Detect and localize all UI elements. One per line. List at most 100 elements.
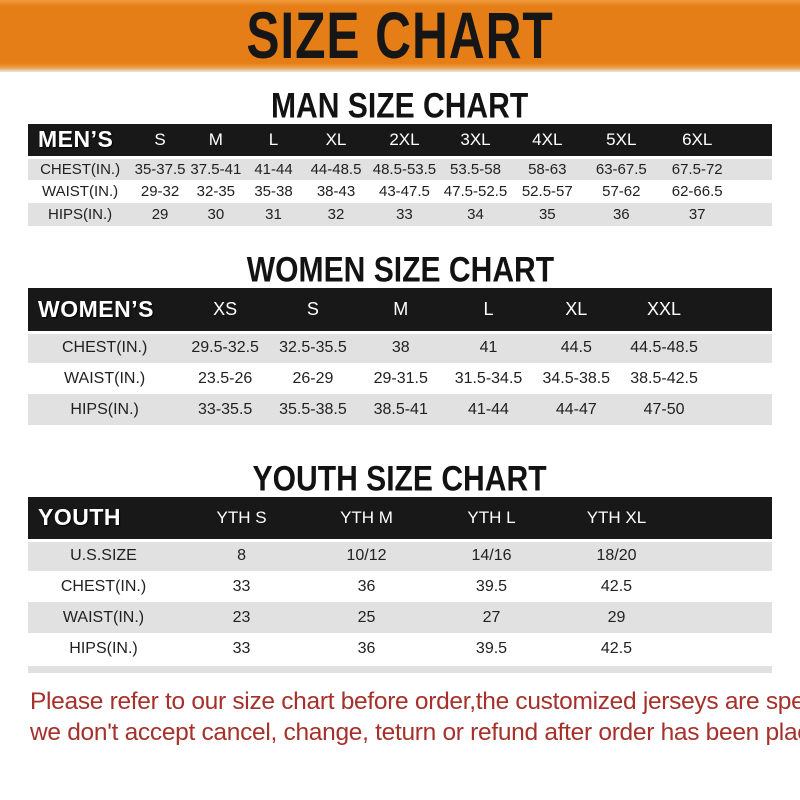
size-value: 44.5 (560, 339, 592, 357)
youth-section-heading-text: YOUTH SIZE CHART (252, 458, 548, 499)
size-value: 39.5 (475, 639, 508, 657)
row-label: WAIST(IN.) (64, 369, 146, 387)
size-value: 52.5-57 (521, 183, 573, 200)
filler-cell (678, 497, 772, 542)
size-value: 29 (151, 206, 169, 223)
youth-ussize-row: U.S.SIZE 8 10/12 14/16 18/20 (28, 540, 772, 571)
row-label: CHEST(IN.) (60, 577, 147, 595)
section-youth: YOUTH SIZE CHART YOUTH YTH S YTH M YTH L… (0, 458, 800, 673)
column-header: XL (303, 124, 369, 159)
size-value: 47.5-52.5 (443, 183, 508, 200)
size-value: 8 (237, 547, 246, 565)
column-header: XS (181, 288, 270, 334)
filler-cell (707, 288, 772, 334)
column-header: M (187, 124, 244, 159)
size-value: 18/20 (596, 547, 637, 565)
disclaimer-line-2: we don't accept cancel, change, teturn o… (30, 719, 800, 747)
size-value: 27 (482, 608, 501, 626)
youth-size-table: YOUTH YTH S YTH M YTH L YTH XL U.S.SIZE … (28, 497, 772, 664)
filler-cell (708, 363, 772, 394)
youth-header-row: YOUTH YTH S YTH M YTH L YTH XL (28, 497, 772, 542)
column-header: L (243, 124, 304, 159)
size-value: 67.5-72 (671, 160, 723, 178)
filler-cell (736, 157, 773, 180)
row-label: CHEST(IN.) (40, 160, 121, 178)
row-label: HIPS(IN.) (47, 206, 113, 223)
size-value: 29.5-32.5 (191, 339, 259, 357)
section-women: WOMEN SIZE CHART WOMEN’S XS S M L XL XXL (0, 249, 800, 425)
men-waist-row: WAIST(IN.) 29-32 32-35 35-38 38-43 43-47… (28, 180, 772, 203)
size-value: 32.5-35.5 (279, 339, 347, 357)
size-value: 38.5-42.5 (630, 369, 698, 387)
size-value: 35-38 (254, 183, 293, 200)
men-section-heading-text: MAN SIZE CHART (271, 85, 529, 126)
men-table-title: MEN’S (28, 124, 133, 159)
size-value: 29 (607, 608, 626, 626)
filler-cell (708, 332, 772, 363)
size-value: 38 (391, 339, 410, 357)
size-value: 23.5-26 (198, 369, 253, 387)
column-header: S (269, 288, 357, 334)
section-men: MAN SIZE CHART MEN’S S M L XL 2XL 3XL 4X… (0, 85, 800, 226)
banner: SIZE CHART (0, 0, 800, 73)
column-header: M (356, 288, 445, 334)
size-value: 36 (357, 639, 376, 657)
women-table-title: WOMEN’S (28, 288, 182, 334)
women-waist-row: WAIST(IN.) 23.5-26 26-29 29-31.5 31.5-34… (28, 363, 772, 394)
size-value: 36 (357, 577, 376, 595)
size-value: 41-44 (254, 160, 293, 178)
size-value: 58-63 (528, 160, 567, 178)
youth-section-heading: YOUTH SIZE CHART (0, 458, 800, 499)
row-label: CHEST(IN.) (61, 339, 148, 357)
column-header: 4XL (510, 124, 584, 159)
size-value: 32 (327, 206, 345, 223)
column-header: XXL (620, 288, 708, 334)
disclaimer-line-1: Please refer to our size chart before or… (30, 688, 800, 715)
filler-cell (679, 633, 772, 664)
size-value: 42.5 (600, 639, 633, 657)
size-value: 33 (232, 639, 251, 657)
size-value: 29-32 (140, 183, 180, 200)
size-value: 31 (265, 206, 282, 223)
filler-cell (735, 124, 772, 159)
column-header: 2XL (368, 124, 441, 159)
size-value: 44-47 (555, 400, 597, 418)
column-header: S (132, 124, 188, 159)
men-hips-row: HIPS(IN.) 29 30 31 32 33 34 35 36 37 (28, 203, 772, 226)
row-label: WAIST(IN.) (42, 183, 119, 200)
size-value: 29-31.5 (373, 369, 428, 387)
women-hips-row: HIPS(IN.) 33-35.5 35.5-38.5 38.5-41 41-4… (28, 394, 772, 425)
size-value: 38-43 (316, 183, 356, 200)
size-value: 35.5-38.5 (279, 400, 347, 418)
size-value: 39.5 (475, 577, 508, 595)
men-header-row: MEN’S S M L XL 2XL 3XL 4XL 5XL 6XL (28, 124, 772, 159)
size-value: 41 (479, 339, 498, 357)
men-section-heading: MAN SIZE CHART (0, 85, 800, 126)
size-value: 34.5-38.5 (542, 369, 611, 387)
size-value: 43-47.5 (379, 183, 430, 200)
row-label: HIPS(IN.) (70, 400, 139, 418)
filler-cell (679, 602, 772, 633)
filler-cell (679, 540, 772, 571)
size-value: 44-48.5 (310, 160, 362, 178)
size-value: 32-35 (196, 183, 236, 200)
size-value: 62-66.5 (671, 183, 723, 200)
page-title: SIZE CHART (246, 0, 554, 73)
filler-cell (736, 203, 773, 226)
row-label: WAIST(IN.) (62, 608, 145, 626)
youth-waist-row: WAIST(IN.) 23 25 27 29 (28, 602, 772, 633)
column-header: 6XL (658, 124, 736, 159)
row-label: HIPS(IN.) (69, 639, 138, 657)
size-value: 37.5-41 (190, 160, 242, 178)
disclaimer-note: Please refer to our size chart before or… (30, 686, 800, 748)
column-header: XL (532, 288, 621, 334)
women-section-heading: WOMEN SIZE CHART (0, 249, 800, 289)
size-value: 42.5 (600, 577, 633, 595)
size-value: 37 (688, 206, 706, 223)
size-value: 23 (232, 608, 251, 626)
size-value: 48.5-53.5 (372, 160, 437, 178)
youth-hips-row: HIPS(IN.) 33 36 39.5 42.5 (28, 633, 772, 664)
women-chest-row: CHEST(IN.) 29.5-32.5 32.5-35.5 38 41 44.… (28, 332, 772, 363)
size-value: 31.5-34.5 (454, 369, 523, 387)
column-header: 5XL (583, 124, 659, 159)
